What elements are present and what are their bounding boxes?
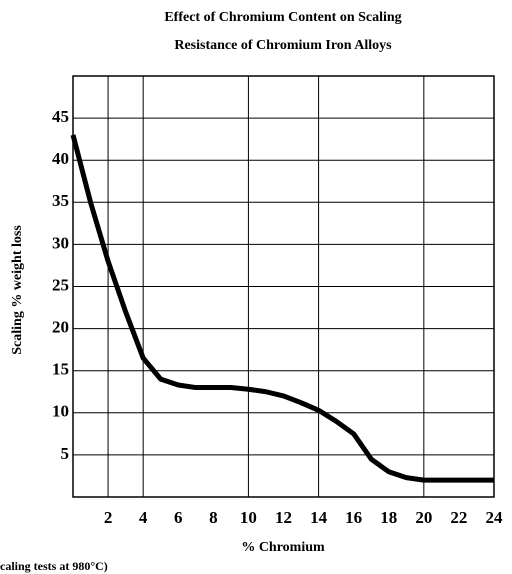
y-tick-label: 35 <box>52 191 69 210</box>
x-tick-label: 12 <box>275 508 292 527</box>
x-tick-label: 16 <box>345 508 362 527</box>
x-tick-label: 10 <box>240 508 257 527</box>
x-tick-label: 20 <box>415 508 432 527</box>
y-tick-label: 5 <box>61 444 70 463</box>
x-tick-label: 8 <box>209 508 218 527</box>
x-tick-label: 2 <box>104 508 113 527</box>
y-tick-label: 25 <box>52 275 69 294</box>
y-tick-label: 45 <box>52 107 69 126</box>
x-tick-label: 18 <box>380 508 397 527</box>
x-axis-label: % Chromium <box>241 540 325 555</box>
y-tick-label: 10 <box>52 402 69 421</box>
footnote: caling tests at 980°C) <box>0 559 108 573</box>
y-tick-label: 20 <box>52 318 69 337</box>
y-tick-label: 15 <box>52 360 69 379</box>
chart-title: Resistance of Chromium Iron Alloys <box>174 38 392 53</box>
x-tick-label: 14 <box>310 508 328 527</box>
y-tick-label: 40 <box>52 149 69 168</box>
x-tick-label: 4 <box>139 508 148 527</box>
x-tick-label: 22 <box>450 508 467 527</box>
y-tick-label: 30 <box>52 233 69 252</box>
data-line <box>70 134 494 483</box>
x-tick-label: 24 <box>486 508 504 527</box>
x-tick-label: 6 <box>174 508 183 527</box>
y-axis-label: Scaling % weight loss <box>10 225 25 355</box>
chart-title: Effect of Chromium Content on Scaling <box>164 10 401 25</box>
